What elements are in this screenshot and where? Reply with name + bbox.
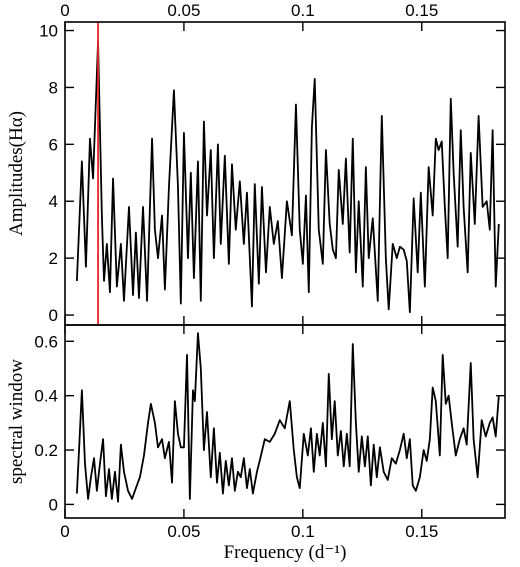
x-tick-label: 0.1 xyxy=(291,1,315,20)
x-tick-label: 0 xyxy=(60,522,69,541)
x-tick-label: 0.1 xyxy=(291,522,315,541)
y-tick-label: 8 xyxy=(49,78,58,97)
y-tick-label: 0 xyxy=(49,306,58,325)
y-axis-label: Amplitudes(Hα) xyxy=(6,111,27,236)
y-tick-label: 2 xyxy=(49,249,58,268)
x-tick-label: 0.05 xyxy=(167,1,200,20)
x-tick-label: 0 xyxy=(60,1,69,20)
y-tick-label: 6 xyxy=(49,135,58,154)
plot-frame xyxy=(64,324,506,519)
x-tick-label: 0.05 xyxy=(167,522,200,541)
y-tick-label: 0 xyxy=(49,495,58,514)
y-tick-label: 0.6 xyxy=(34,332,58,351)
x-axis-label: Frequency (d⁻¹) xyxy=(224,542,347,563)
y-tick-label: 0.4 xyxy=(34,387,58,406)
y-tick-label: 10 xyxy=(39,22,58,41)
y-axis-label: spectral window xyxy=(6,359,27,484)
x-tick-label: 0.15 xyxy=(405,1,438,20)
line-series xyxy=(75,332,500,503)
y-tick-label: 0.2 xyxy=(34,441,58,460)
y-tick-label: 4 xyxy=(49,192,58,211)
plot-frame xyxy=(64,21,506,326)
x-tick-label: 0.15 xyxy=(405,522,438,541)
line-series xyxy=(75,41,500,314)
